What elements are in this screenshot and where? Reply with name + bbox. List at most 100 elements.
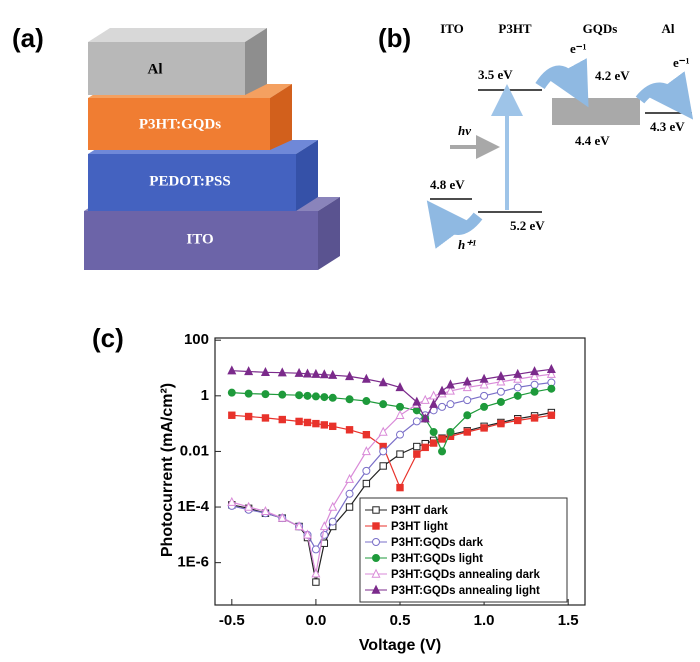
y-tick-label: 100 — [184, 331, 209, 348]
marker — [294, 367, 304, 377]
marker — [277, 512, 287, 522]
marker — [361, 446, 371, 456]
legend-label: P3HT:GQDs light — [391, 553, 483, 565]
marker — [396, 402, 404, 411]
y-axis-label: Photocurrent (mA/cm²) — [159, 383, 176, 557]
marker — [278, 390, 287, 399]
marker — [497, 419, 505, 428]
marker — [371, 568, 381, 578]
marker — [302, 368, 313, 378]
marker — [312, 578, 320, 586]
marker — [244, 501, 254, 511]
marker — [345, 426, 354, 434]
layer-label: PEDOT:PSS — [149, 173, 230, 189]
marker — [479, 379, 489, 389]
marker — [303, 391, 312, 400]
marker — [446, 427, 455, 436]
marker — [361, 373, 371, 383]
marker — [546, 363, 556, 373]
marker — [328, 517, 337, 526]
marker — [446, 400, 455, 409]
marker — [228, 411, 236, 419]
marker — [379, 462, 387, 470]
marker — [445, 379, 455, 389]
marker — [480, 391, 489, 400]
marker — [395, 382, 405, 392]
marker — [227, 388, 236, 397]
energy-level-label: 4.8 eV — [430, 177, 465, 192]
y-tick-label: 1E-6 — [177, 554, 209, 571]
marker — [261, 390, 270, 399]
marker — [429, 427, 438, 436]
marker — [396, 483, 404, 492]
marker — [319, 521, 329, 531]
marker — [412, 417, 421, 426]
marker — [244, 366, 254, 376]
marker — [421, 443, 429, 452]
panel-label: (b) — [378, 23, 411, 53]
legend: P3HT dark P3HT light P3HT:GQDs dark P3HT:GQ… — [359, 497, 568, 603]
marker — [513, 391, 522, 400]
legend-box — [359, 497, 568, 603]
marker — [546, 368, 556, 378]
marker — [480, 424, 488, 432]
marker — [372, 522, 380, 530]
marker — [438, 435, 446, 443]
marker — [530, 371, 540, 381]
marker — [227, 496, 237, 506]
marker — [513, 373, 523, 383]
marker — [328, 369, 338, 379]
legend-label: P3HT:GQDs annealing dark — [391, 569, 541, 581]
electron-label: e⁻¹ — [673, 55, 690, 70]
marker — [328, 501, 338, 511]
marker — [295, 391, 304, 400]
marker — [378, 426, 388, 436]
marker — [496, 371, 506, 381]
material-label: Al — [662, 21, 675, 36]
x-tick-label: 1.0 — [474, 612, 495, 629]
marker — [530, 414, 539, 422]
legend-label: P3HT:GQDs dark — [391, 537, 484, 549]
marker — [294, 521, 304, 531]
series-line — [231, 368, 552, 420]
marker — [429, 398, 439, 408]
marker — [530, 366, 540, 376]
marker — [320, 393, 329, 402]
marker — [513, 368, 523, 378]
marker — [277, 367, 287, 377]
marker — [463, 411, 472, 420]
marker — [445, 385, 455, 395]
material-label: ITO — [440, 21, 464, 36]
marker — [547, 384, 556, 393]
series-line — [231, 373, 552, 574]
marker — [413, 442, 421, 451]
layer-label: ITO — [186, 231, 213, 247]
marker — [462, 376, 472, 386]
marker — [496, 387, 505, 396]
marker — [319, 369, 329, 379]
marker — [311, 368, 321, 378]
photon-label: hν — [458, 123, 471, 138]
marker — [362, 466, 371, 475]
x-tick-label: 1.5 — [558, 612, 579, 629]
marker — [420, 394, 430, 404]
marker — [395, 409, 405, 419]
marker — [345, 395, 354, 404]
marker — [227, 365, 237, 375]
marker — [260, 506, 270, 516]
marker — [429, 439, 438, 447]
marker — [438, 402, 447, 411]
marker — [311, 568, 321, 578]
marker — [312, 419, 320, 428]
x-tick-label: 0.5 — [390, 612, 411, 629]
legend-label: P3HT light — [391, 521, 448, 533]
material-label: GQDs — [583, 21, 618, 36]
marker — [379, 447, 388, 456]
material-label: P3HT — [498, 21, 532, 36]
marker — [302, 529, 313, 539]
marker — [513, 383, 522, 392]
marker — [396, 450, 404, 458]
energy-diagram — [426, 58, 694, 249]
energy-level-label: 5.2 eV — [510, 218, 545, 233]
